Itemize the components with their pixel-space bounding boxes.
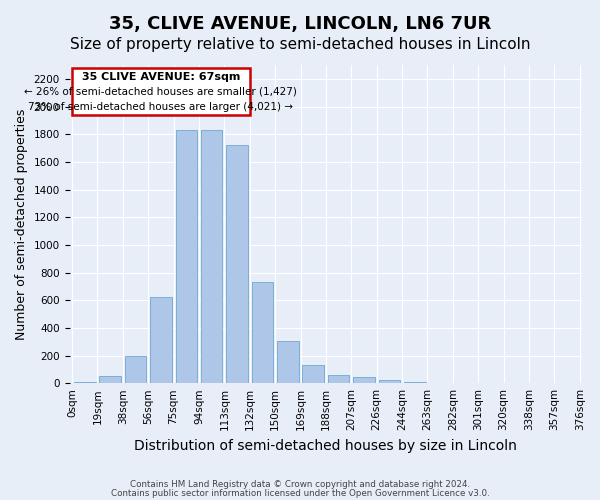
Bar — [251, 282, 273, 383]
Bar — [277, 341, 299, 383]
Bar — [379, 380, 400, 383]
Bar — [72, 68, 250, 116]
Text: 35, CLIVE AVENUE, LINCOLN, LN6 7UR: 35, CLIVE AVENUE, LINCOLN, LN6 7UR — [109, 15, 491, 33]
Bar — [150, 296, 172, 383]
Text: Contains public sector information licensed under the Open Government Licence v3: Contains public sector information licen… — [110, 489, 490, 498]
Bar — [176, 130, 197, 383]
Bar — [201, 130, 223, 383]
Bar — [74, 382, 95, 383]
Text: Contains HM Land Registry data © Crown copyright and database right 2024.: Contains HM Land Registry data © Crown c… — [130, 480, 470, 489]
Y-axis label: Number of semi-detached properties: Number of semi-detached properties — [15, 108, 28, 340]
Bar — [302, 364, 324, 383]
Bar — [353, 377, 375, 383]
X-axis label: Distribution of semi-detached houses by size in Lincoln: Distribution of semi-detached houses by … — [134, 438, 517, 452]
Text: 73% of semi-detached houses are larger (4,021) →: 73% of semi-detached houses are larger (… — [28, 102, 293, 112]
Bar — [100, 376, 121, 383]
Bar — [404, 382, 425, 383]
Text: 35 CLIVE AVENUE: 67sqm: 35 CLIVE AVENUE: 67sqm — [82, 72, 240, 83]
Bar — [328, 375, 349, 383]
Bar — [125, 356, 146, 383]
Bar — [226, 145, 248, 383]
Text: ← 26% of semi-detached houses are smaller (1,427): ← 26% of semi-detached houses are smalle… — [25, 87, 298, 97]
Text: Size of property relative to semi-detached houses in Lincoln: Size of property relative to semi-detach… — [70, 38, 530, 52]
